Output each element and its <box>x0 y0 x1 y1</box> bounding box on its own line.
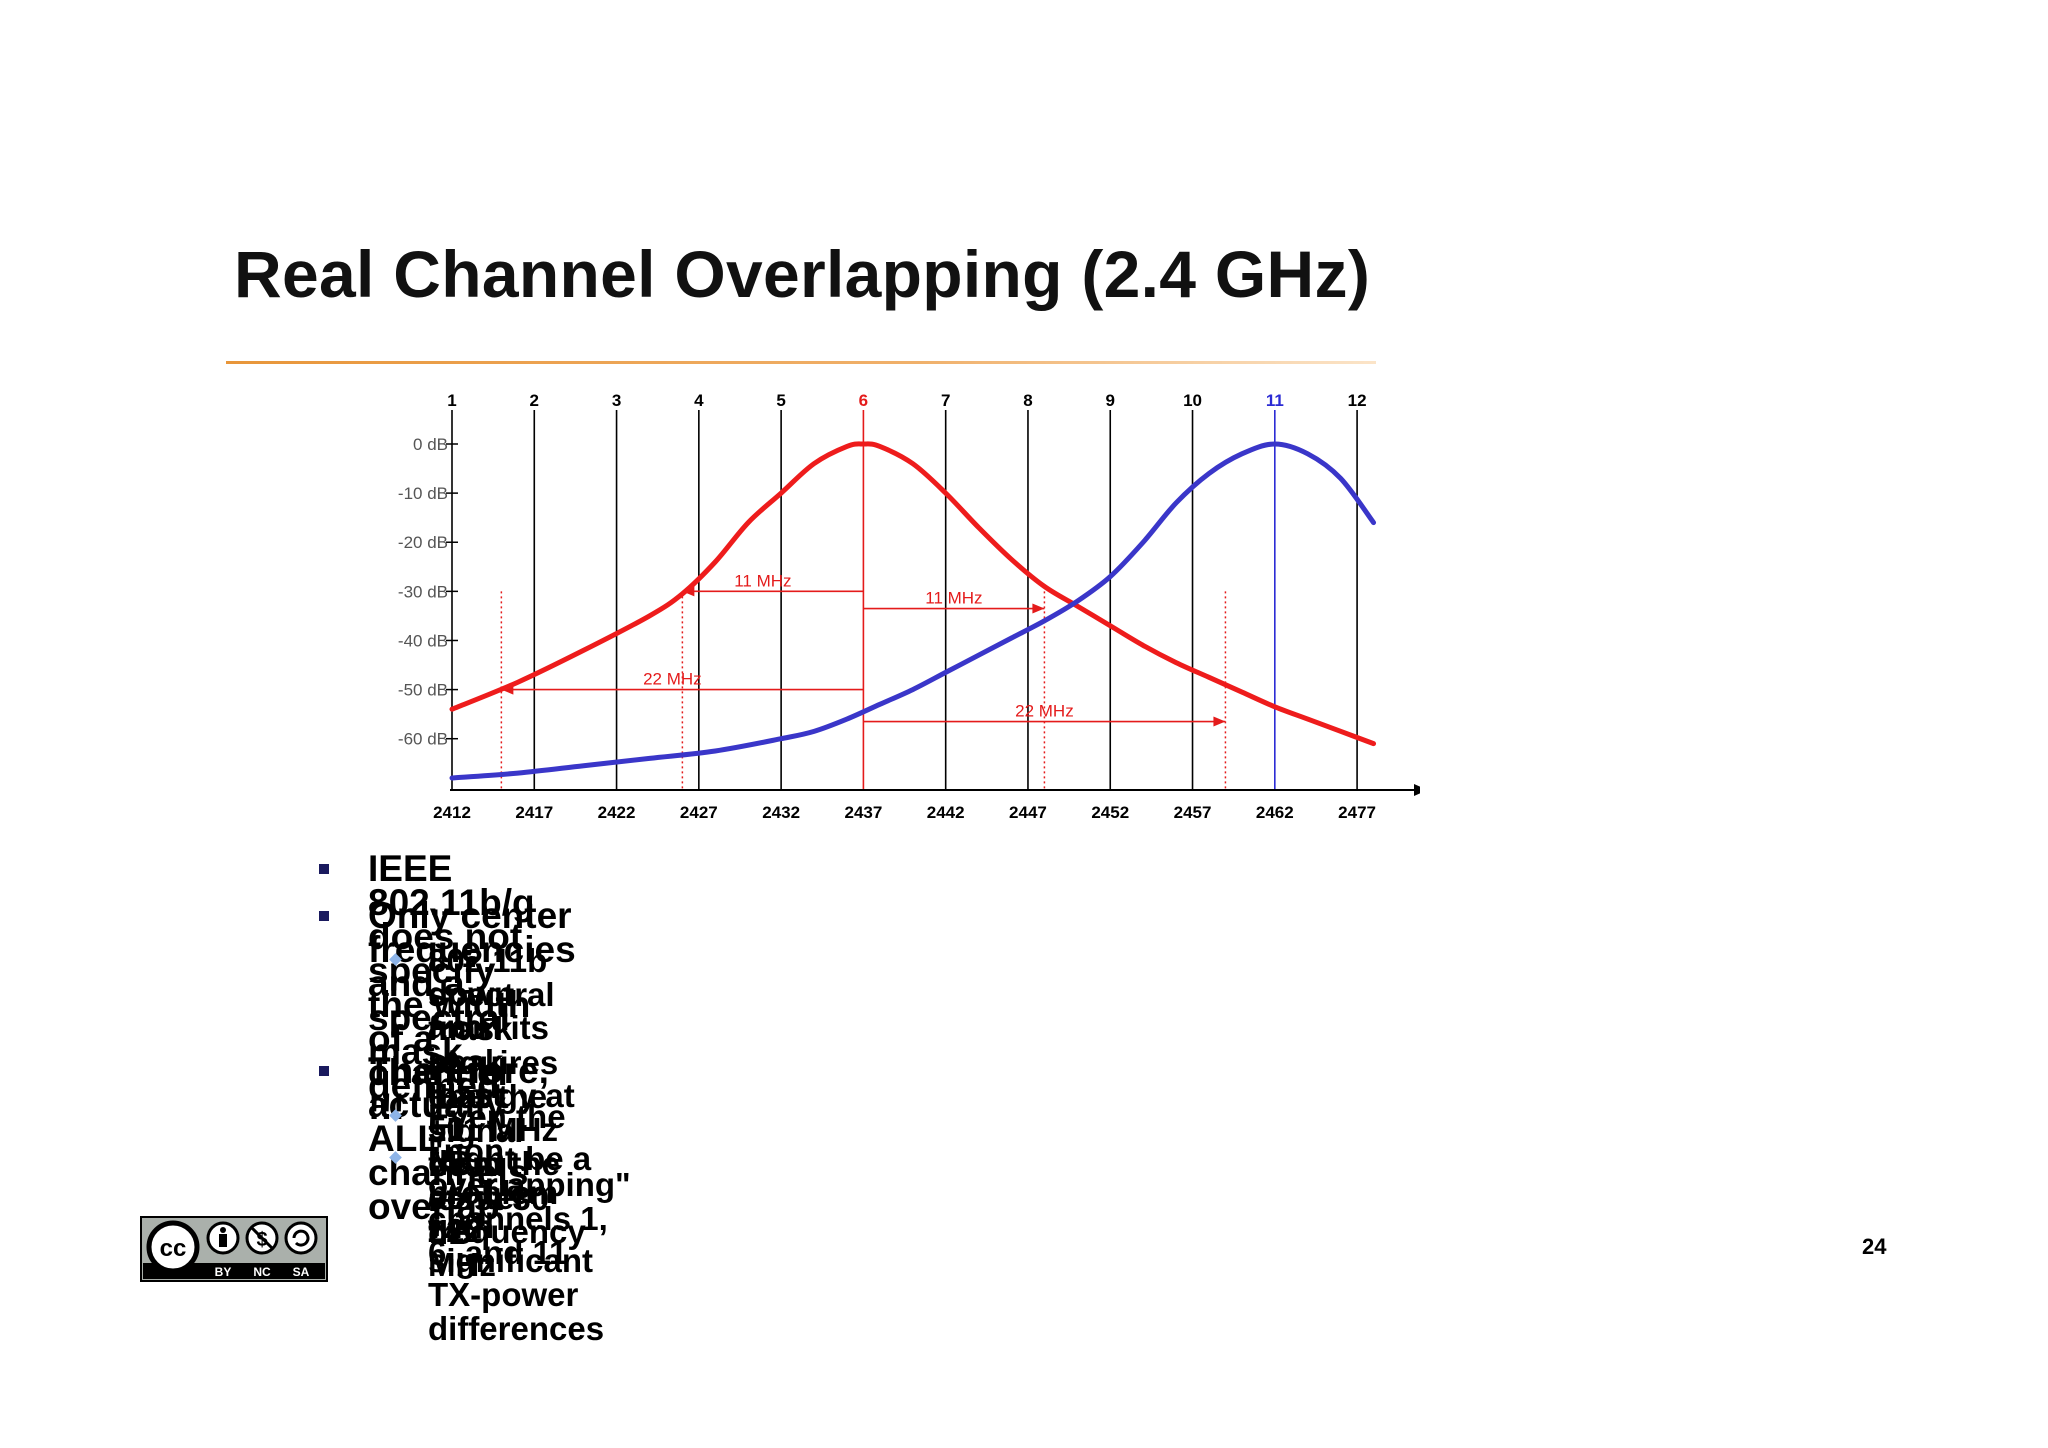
x-tick-label: 2432 <box>762 803 800 822</box>
x-tick-label: 2447 <box>1009 803 1047 822</box>
sub-bullet-item-line: down from its peak energy at ±11 MHz fro… <box>428 975 586 1250</box>
x-tick-label: 2412 <box>433 803 471 822</box>
y-tick-label: -20 dB <box>398 533 448 552</box>
y-tick-label: -40 dB <box>398 631 448 650</box>
x-tick-label: 2427 <box>680 803 718 822</box>
channel-label-8: 8 <box>1023 391 1032 410</box>
annotation-label: 22 MHz <box>643 670 702 689</box>
x-axis-arrow <box>1414 784 1420 796</box>
channel-label-1: 1 <box>447 391 456 410</box>
x-tick-label: 2417 <box>515 803 553 822</box>
bullet-marker <box>319 911 329 921</box>
channel-label-4: 4 <box>694 391 704 410</box>
channel-label-7: 7 <box>941 391 950 410</box>
annotation-arrowhead <box>1032 603 1045 614</box>
channel-overlap-chart: 1 2 3 4 5 6 7 8 9 10 11 120 dB-10 dB-20 dB-30 dB-40… <box>398 391 1420 822</box>
x-tick-label: 2422 <box>598 803 636 822</box>
channel-label-3: 3 <box>612 391 621 410</box>
x-tick-label: 2452 <box>1091 803 1129 822</box>
bullet-item: Only center frequencies and a spectral m… <box>368 895 576 1106</box>
sub-bullet-item-line: and at least 50 dB at ±22 MHz <box>428 1008 504 1283</box>
channel-label-5: 5 <box>776 391 785 410</box>
by-label: BY <box>215 1265 232 1279</box>
annotation-label: 22 MHz <box>1015 702 1074 721</box>
bullet-marker <box>319 1066 329 1076</box>
channel-label-6: 6 <box>859 391 868 410</box>
page-number: 24 <box>1862 1234 1887 1259</box>
channel-label-12: 12 <box>1348 391 1367 410</box>
sub-bullet-item: 802.11b spectral mask requires that the … <box>428 942 559 1251</box>
bullet-item: IEEE 802.11b/g does not specify the widt… <box>368 848 535 1127</box>
series-curve-0 <box>449 441 1377 747</box>
x-tick-label: 2462 <box>1256 803 1294 822</box>
y-tick-label: -50 dB <box>398 681 448 700</box>
annotation-label: 11 MHz <box>734 571 791 590</box>
annotation-label: 11 MHz <box>925 589 982 608</box>
sub-bullet-item: Even the "non-overlapping" channels 1, 6… <box>428 1098 631 1271</box>
cc-text: cc <box>160 1235 187 1262</box>
title-divider <box>226 361 1376 364</box>
bullet-marker <box>319 864 329 874</box>
channel-label-10: 10 <box>1183 391 1202 410</box>
creative-commons-by-nc-sa-icon: cc $ BY NC SA <box>140 1216 328 1282</box>
y-tick-label: -10 dB <box>398 484 448 503</box>
x-tick-label: 2477 <box>1338 803 1376 822</box>
x-tick-label: 2437 <box>844 803 882 822</box>
x-tick-label: 2457 <box>1174 803 1212 822</box>
annotation-arrowhead <box>1213 716 1226 727</box>
sa-label: SA <box>293 1265 310 1279</box>
channel-label-2: 2 <box>530 391 539 410</box>
y-tick-label: -30 dB <box>398 582 448 601</box>
y-tick-label: 0 dB <box>413 435 448 454</box>
channel-label-9: 9 <box>1106 391 1115 410</box>
x-tick-label: 2442 <box>927 803 965 822</box>
channel-label-11: 11 <box>1266 391 1284 410</box>
sub-bullet-item: Might be a problem with significant TX-p… <box>428 1140 605 1347</box>
slide-title: Real Channel Overlapping (2.4 GHz) <box>234 237 1371 311</box>
nc-label: NC <box>253 1265 271 1279</box>
series-curve-1 <box>449 441 1377 781</box>
y-tick-label: -60 dB <box>398 730 448 749</box>
